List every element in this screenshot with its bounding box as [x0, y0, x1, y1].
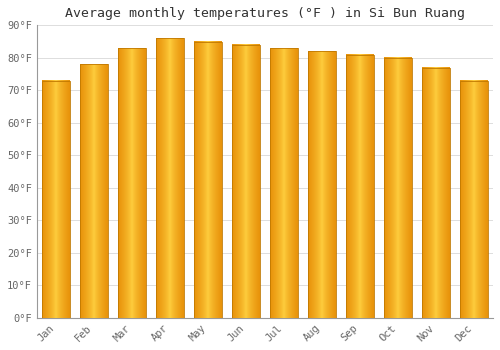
Title: Average monthly temperatures (°F ) in Si Bun Ruang: Average monthly temperatures (°F ) in Si…	[65, 7, 465, 20]
